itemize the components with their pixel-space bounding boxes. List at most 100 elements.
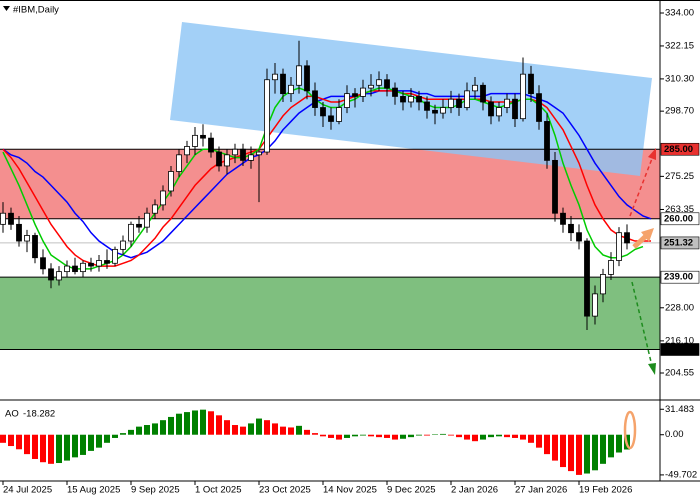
x-tick-label: 24 Jul 2025 (3, 485, 52, 496)
candle-body (96, 260, 102, 267)
candle-body (112, 248, 118, 264)
ao-bar (584, 434, 590, 474)
candle-body (144, 212, 150, 228)
ao-bar (384, 434, 390, 438)
candle-body (488, 101, 494, 117)
candle-body (56, 271, 62, 281)
candle-body (616, 232, 622, 261)
candle-body (472, 84, 478, 92)
marks (0, 40, 652, 331)
candle-body (552, 159, 558, 214)
y-tick-label: 216.10 (665, 335, 694, 346)
candle-body (320, 107, 326, 117)
ao-bar (352, 434, 358, 437)
ao-bar (96, 434, 102, 448)
candle-body (208, 137, 214, 153)
ao-bar (568, 434, 574, 472)
title-icon (3, 6, 10, 11)
candle-body (200, 134, 206, 139)
ao-bar (272, 423, 278, 435)
ao-bar (416, 434, 422, 436)
ao-bar (24, 434, 30, 455)
ao-bar (368, 434, 374, 437)
ao-bar (616, 434, 622, 453)
y-tick-label: 310.30 (665, 73, 694, 84)
x-tick-label: 23 Oct 2025 (259, 485, 311, 496)
ao-bar (120, 433, 126, 435)
candle-body (152, 204, 158, 214)
candle-body (520, 73, 526, 120)
indicator-line (2, 90, 652, 259)
candle-body (248, 154, 254, 161)
forecast-arrows (629, 148, 656, 375)
ao-tick-label: 31.483 (665, 404, 694, 415)
ao-bar (48, 434, 54, 464)
candle-body (296, 65, 302, 86)
ao-bar (192, 410, 198, 435)
ao-bar (296, 425, 302, 435)
ao-bar (592, 434, 598, 471)
candle-body (16, 223, 22, 242)
ao-bar (392, 434, 398, 440)
ao-bar (152, 423, 158, 435)
x-tick-label: 1 Oct 2025 (195, 485, 241, 496)
down-arrow-head (648, 363, 656, 375)
level-label-box (660, 270, 700, 284)
ao-bar (168, 416, 174, 435)
candle-body (456, 98, 462, 108)
x-tick-label: 9 Dec 2025 (387, 485, 436, 496)
ao-bar (328, 434, 334, 438)
ao-bar (72, 434, 78, 458)
ao-bar (32, 434, 38, 459)
candle-body (536, 93, 542, 122)
ao-bar (544, 434, 550, 455)
x-tick-label: 15 Aug 2025 (67, 485, 120, 496)
ao-bar (336, 434, 342, 440)
y-tick-label: 228.00 (665, 302, 694, 313)
ao-bar (184, 412, 190, 435)
candle-body (184, 146, 190, 156)
candle-body (448, 98, 454, 108)
candle-body (88, 262, 94, 267)
candle-body (400, 96, 406, 103)
indicator-last-value: -18.282 (23, 409, 55, 420)
ao-bar (80, 434, 86, 455)
axes (0, 0, 700, 485)
candle-body (24, 235, 30, 242)
ao-bar (40, 434, 46, 463)
candle-body (480, 84, 486, 103)
candle-body (368, 84, 374, 89)
candle-body (120, 240, 126, 250)
ao-bar (8, 434, 14, 447)
candle-body (592, 293, 598, 317)
ao-bar (456, 434, 462, 438)
candle-body (504, 98, 510, 108)
candle-body (512, 98, 518, 120)
ao-bar (400, 434, 406, 439)
ao-bar (560, 434, 566, 468)
candle-body (624, 232, 630, 244)
candle-body (496, 107, 502, 117)
ao-bar (512, 434, 518, 438)
ao-bar (144, 425, 150, 435)
ao-bar (64, 434, 70, 461)
candle-body (256, 151, 262, 156)
candle-body (600, 274, 606, 295)
candle-body (408, 96, 414, 103)
down-arrow (631, 281, 653, 367)
ao-bar (528, 434, 534, 443)
candle-body (584, 240, 590, 317)
level-label-box (660, 236, 700, 250)
x-tick-label: 27 Jan 2026 (515, 485, 567, 496)
candle-body (392, 87, 398, 97)
candle-body (168, 171, 174, 192)
candle-body (568, 223, 574, 234)
ao-bar (376, 434, 382, 438)
y-tick-label: 322.15 (665, 40, 694, 51)
candle-body (160, 190, 166, 206)
ao-bar (88, 434, 94, 451)
ao-bar (576, 434, 582, 475)
ao-bar (440, 433, 446, 435)
candle-body (464, 90, 470, 108)
